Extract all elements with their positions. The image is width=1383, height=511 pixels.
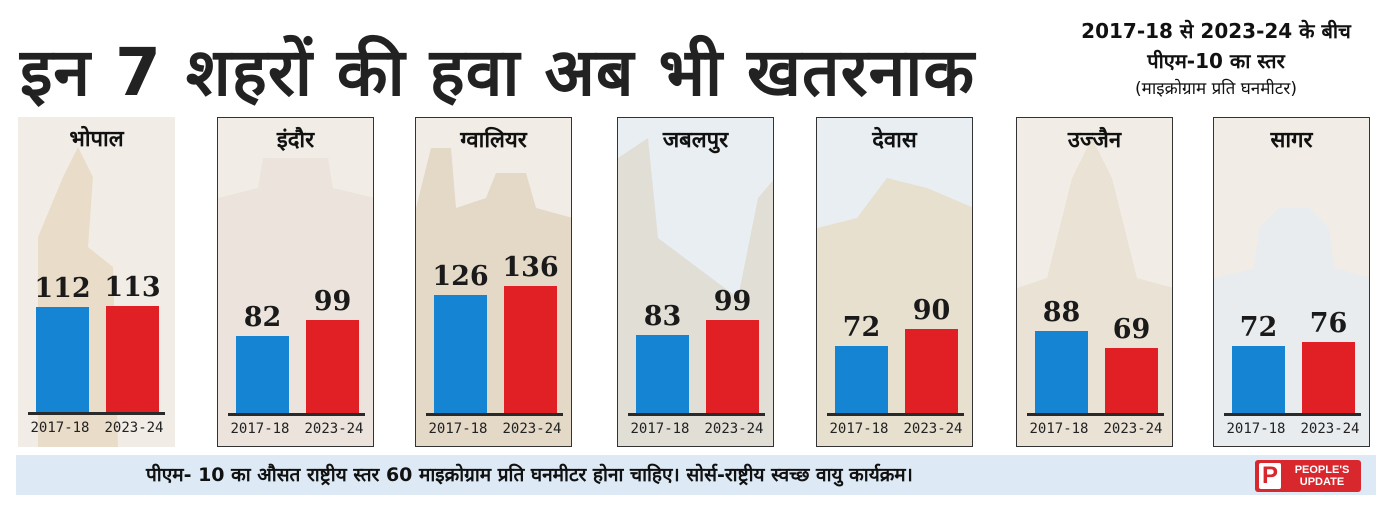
x-tick-label: 2023-24 bbox=[1103, 421, 1163, 437]
data-label: 136 bbox=[502, 251, 559, 283]
bar-2017-18 bbox=[434, 295, 487, 413]
subhead-period: 2017-18 से 2023-24 के बीच bbox=[1081, 19, 1351, 43]
x-tick-label: 2017-18 bbox=[230, 421, 290, 437]
x-tick-label: 2023-24 bbox=[903, 421, 963, 437]
x-axis-line bbox=[1027, 413, 1164, 416]
x-tick-label: 2017-18 bbox=[428, 421, 488, 437]
footer-note-bar: पीएम- 10 का औसत राष्ट्रीय स्तर 60 माइक्र… bbox=[16, 455, 1376, 495]
x-axis-line bbox=[1224, 413, 1361, 416]
bar-2017-18 bbox=[1232, 345, 1285, 413]
logo-line-1: PEOPLE'S bbox=[1294, 464, 1350, 476]
x-tick-label: 2023-24 bbox=[502, 421, 562, 437]
data-label: 76 bbox=[1309, 307, 1348, 339]
bar-2023-24 bbox=[106, 306, 159, 412]
x-axis-line bbox=[827, 413, 964, 416]
city-panel: देवास 72 90 2017-18 2023-24 bbox=[816, 117, 973, 447]
x-tick-label: 2023-24 bbox=[1300, 421, 1360, 437]
data-label: 99 bbox=[313, 286, 352, 318]
data-label: 72 bbox=[1239, 311, 1278, 343]
bar-2023-24 bbox=[1302, 341, 1355, 413]
bar-2023-24 bbox=[306, 320, 359, 413]
logo-line-2: UPDATE bbox=[1299, 476, 1345, 488]
bar-2023-24 bbox=[504, 285, 557, 413]
bar-2017-18 bbox=[36, 307, 89, 412]
city-name: जबलपुर bbox=[662, 128, 729, 153]
x-tick-label: 2017-18 bbox=[1029, 421, 1089, 437]
x-axis-line bbox=[28, 412, 165, 415]
data-label: 83 bbox=[643, 301, 682, 333]
x-tick-label: 2023-24 bbox=[304, 421, 364, 437]
city-name: ग्वालियर bbox=[460, 128, 527, 153]
data-label: 99 bbox=[713, 286, 752, 318]
data-label: 90 bbox=[912, 294, 951, 326]
x-tick-label: 2023-24 bbox=[704, 421, 764, 437]
data-label: 112 bbox=[34, 273, 91, 305]
data-label: 126 bbox=[432, 261, 489, 293]
x-axis-line bbox=[628, 413, 765, 416]
city-name: भोपाल bbox=[69, 127, 124, 152]
x-tick-label: 2017-18 bbox=[30, 420, 90, 436]
subhead-metric: पीएम-10 का स्तर bbox=[1147, 49, 1285, 73]
city-panel: सागर 72 76 2017-18 2023-24 bbox=[1213, 117, 1370, 447]
peoples-update-logo: P PEOPLE'S UPDATE bbox=[1255, 460, 1361, 492]
logo-text: PEOPLE'S UPDATE bbox=[1285, 464, 1359, 488]
bar-2023-24 bbox=[905, 328, 958, 413]
bar-2023-24 bbox=[706, 320, 759, 413]
subhead: 2017-18 से 2023-24 के बीच पीएम-10 का स्त… bbox=[1060, 16, 1372, 102]
logo-mark: P bbox=[1259, 463, 1281, 489]
x-axis-line bbox=[426, 413, 563, 416]
city-panel: इंदौर 82 99 2017-18 2023-24 bbox=[217, 117, 374, 447]
bar-2017-18 bbox=[236, 336, 289, 413]
city-panel: भोपाल 112 113 2017-18 2023-24 bbox=[18, 117, 175, 447]
bar-2017-18 bbox=[835, 345, 888, 413]
x-tick-label: 2023-24 bbox=[104, 420, 164, 436]
data-label: 69 bbox=[1112, 314, 1151, 346]
city-panel: ग्वालियर 126 136 2017-18 2023-24 bbox=[415, 117, 572, 447]
x-tick-label: 2017-18 bbox=[1226, 421, 1286, 437]
bar-2017-18 bbox=[636, 335, 689, 413]
bar-2017-18 bbox=[1035, 330, 1088, 413]
data-label: 113 bbox=[104, 272, 161, 304]
data-label: 72 bbox=[842, 311, 881, 343]
subhead-unit: (माइक्रोग्राम प्रति घनमीटर) bbox=[1135, 79, 1297, 99]
city-name: उज्जैन bbox=[1067, 128, 1122, 153]
bar-2023-24 bbox=[1105, 348, 1158, 413]
data-label: 82 bbox=[243, 302, 282, 334]
city-panel: उज्जैन 88 69 2017-18 2023-24 bbox=[1016, 117, 1173, 447]
data-label: 88 bbox=[1042, 296, 1081, 328]
headline: इन 7 शहरों की हवा अब भी खतरनाक bbox=[20, 34, 976, 111]
x-axis-line bbox=[228, 413, 365, 416]
x-tick-label: 2017-18 bbox=[630, 421, 690, 437]
city-name: देवास bbox=[872, 128, 917, 153]
x-tick-label: 2017-18 bbox=[829, 421, 889, 437]
city-name: इंदौर bbox=[276, 128, 315, 153]
footer-note: पीएम- 10 का औसत राष्ट्रीय स्तर 60 माइक्र… bbox=[146, 464, 913, 486]
city-panel: जबलपुर 83 99 2017-18 2023-24 bbox=[617, 117, 774, 447]
city-name: सागर bbox=[1270, 128, 1313, 153]
